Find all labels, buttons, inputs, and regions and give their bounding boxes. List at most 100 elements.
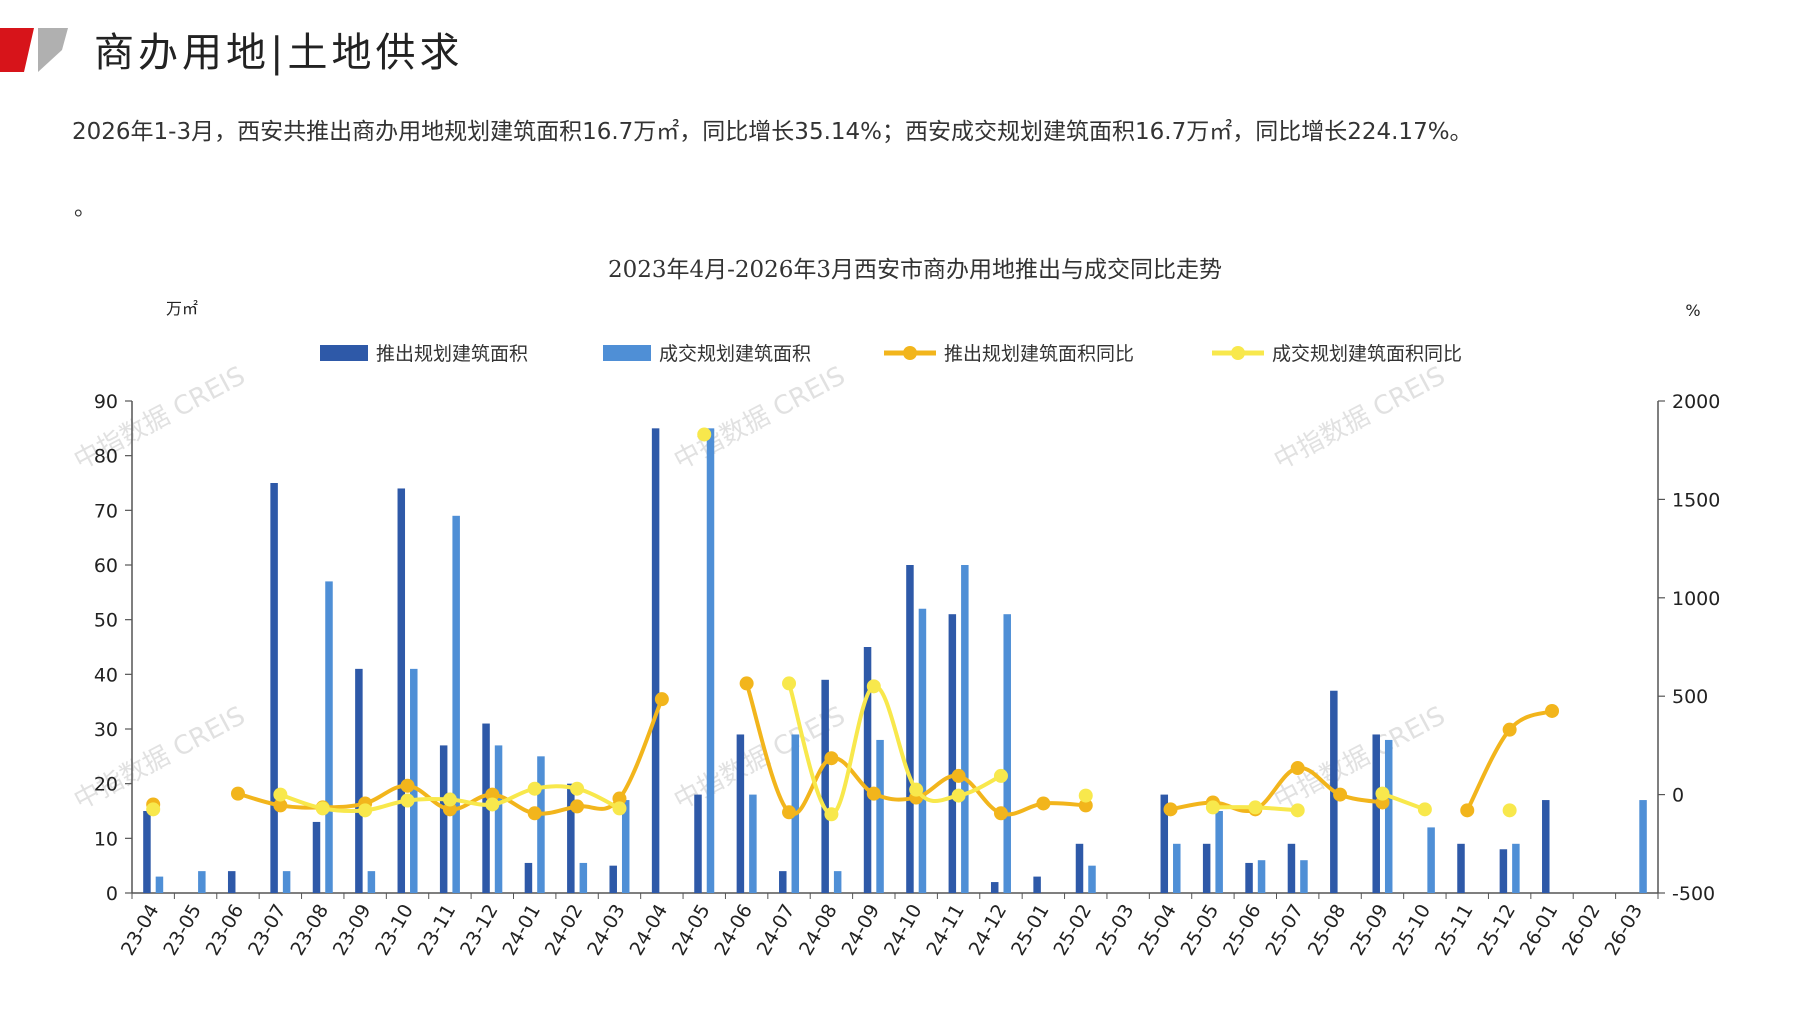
x-tick-label: 25-10 — [1389, 901, 1436, 960]
deal-bar — [621, 800, 630, 893]
supply-yoy-point — [866, 786, 881, 801]
deal-yoy-point — [697, 427, 712, 442]
deal-yoy-point — [1290, 803, 1305, 818]
deal-bar — [282, 871, 291, 893]
supply-bar — [609, 865, 617, 893]
x-tick-label: 24-07 — [753, 901, 800, 960]
deal-bar — [1003, 614, 1011, 893]
deal-yoy-point — [315, 801, 330, 816]
x-tick-label: 25-12 — [1473, 901, 1520, 960]
left-tick-label: 90 — [94, 391, 118, 413]
deal-bar — [1384, 739, 1393, 893]
supply-yoy-point — [527, 806, 542, 821]
x-tick-label: 25-11 — [1431, 901, 1478, 960]
left-tick-label: 50 — [94, 610, 118, 632]
x-tick-label: 24-05 — [668, 901, 715, 960]
supply-bar — [312, 821, 321, 893]
x-tick-label: 23-10 — [371, 901, 418, 960]
x-tick-label: 23-09 — [329, 901, 376, 960]
supply-yoy-point — [612, 791, 627, 806]
deal-yoy-point — [442, 792, 457, 807]
x-tick-label: 24-09 — [837, 901, 884, 960]
x-tick-label: 23-08 — [286, 901, 333, 960]
supply-bar — [567, 783, 575, 893]
x-tick-label: 25-07 — [1261, 901, 1308, 960]
supply-bar — [439, 745, 448, 893]
supply-bar — [524, 862, 533, 893]
legend-label-2: 成交规划建筑面积 — [659, 343, 811, 365]
supply-yoy-point — [485, 787, 500, 802]
right-tick-label: 1500 — [1672, 489, 1720, 511]
supply-bar — [779, 871, 787, 893]
brand-logo-icon — [0, 28, 68, 72]
x-tick-label: 23-12 — [456, 901, 503, 960]
supply-bar — [1499, 849, 1508, 893]
supply-yoy-point — [1163, 802, 1178, 817]
x-tick-label: 25-05 — [1177, 901, 1224, 960]
chart-title: 2023年4月-2026年3月西安市商办用地推出与成交同比走势 — [608, 257, 1222, 283]
supply-bar — [1245, 862, 1253, 893]
deal-bar — [1639, 800, 1647, 893]
left-axis-unit: 万㎡ — [166, 299, 198, 318]
supply-bar — [948, 614, 957, 893]
supply-yoy-point — [1502, 722, 1517, 737]
supply-yoy-point — [570, 799, 585, 814]
deal-yoy-line — [787, 682, 1002, 817]
logo-gray-shape — [38, 28, 68, 72]
x-tick-label: 23-11 — [414, 901, 461, 960]
x-tick-label: 23-06 — [202, 901, 249, 960]
supply-yoy-point — [1036, 796, 1051, 811]
deal-bar — [1257, 860, 1266, 893]
deal-bar — [1427, 827, 1435, 893]
supply-bar — [1287, 843, 1296, 893]
legend-label-4: 成交规划建筑面积同比 — [1272, 343, 1462, 365]
deal-bar — [1088, 865, 1096, 893]
x-tick-label: 24-03 — [583, 901, 630, 960]
supply-bar — [355, 668, 363, 893]
deal-yoy-point — [612, 801, 627, 816]
right-tick-label: 2000 — [1672, 391, 1720, 413]
supply-yoy-point — [993, 806, 1008, 821]
supply-yoy-point — [1333, 787, 1348, 802]
deal-bar — [155, 876, 164, 893]
deal-yoy-point — [146, 802, 161, 817]
deal-yoy-point — [273, 787, 288, 802]
supply-bar — [227, 871, 236, 893]
x-tick-label: 24-02 — [541, 901, 588, 960]
x-tick-label: 26-03 — [1600, 901, 1647, 960]
x-tick-label: 24-06 — [710, 901, 757, 960]
supply-yoy-point — [654, 692, 669, 707]
deal-bar — [410, 668, 418, 893]
deal-yoy-point — [782, 676, 797, 691]
x-tick-label: 23-04 — [117, 901, 164, 960]
supply-bar — [1202, 843, 1211, 893]
x-tick-label: 25-02 — [1049, 901, 1096, 960]
trailing-mark: 。 — [74, 196, 97, 221]
supply-yoy-point — [951, 768, 966, 783]
left-tick-label: 10 — [94, 828, 118, 850]
right-tick-label: -500 — [1672, 883, 1715, 905]
x-tick-label: 24-01 — [498, 901, 545, 960]
supply-bar — [694, 794, 702, 893]
legend-label-1: 推出规划建筑面积 — [376, 343, 528, 365]
supply-yoy-point — [1078, 798, 1093, 813]
x-tick-label: 23-07 — [244, 901, 291, 960]
x-tick-label: 25-08 — [1304, 901, 1351, 960]
deal-yoy-point — [1205, 800, 1220, 815]
left-tick-label: 0 — [106, 883, 118, 905]
deal-yoy-point — [358, 803, 373, 818]
x-tick-label: 24-11 — [922, 901, 969, 960]
x-tick-label: 23-05 — [159, 901, 206, 960]
left-tick-label: 20 — [94, 774, 118, 796]
supply-yoy-point — [1290, 761, 1305, 776]
supply-yoy-point — [1545, 703, 1560, 718]
deal-bar — [367, 871, 376, 893]
x-tick-label: 24-12 — [965, 900, 1012, 959]
deal-yoy-point — [1078, 788, 1093, 803]
deal-yoy-point — [1502, 803, 1517, 818]
deal-bar — [961, 565, 969, 893]
deal-bar — [325, 581, 333, 893]
deal-yoy-point — [824, 807, 839, 822]
legend-swatch-1 — [320, 345, 368, 361]
